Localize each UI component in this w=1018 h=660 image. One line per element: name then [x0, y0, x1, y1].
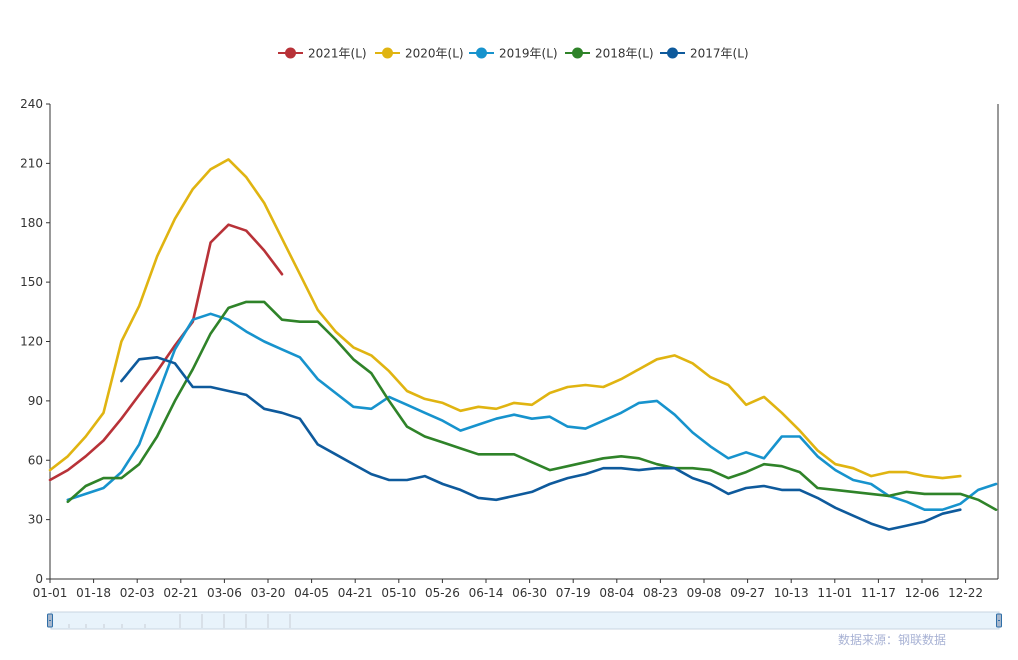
x-tick-label: 11-17 [861, 586, 896, 600]
x-tick-label: 05-26 [425, 586, 460, 600]
legend-marker [285, 47, 296, 59]
x-tick-label: 02-03 [120, 586, 155, 600]
x-tick-label: 06-14 [469, 586, 504, 600]
legend-item-2021[interactable]: 2021年(L) [278, 47, 367, 61]
series-line-2018[interactable] [66, 300, 998, 512]
x-tick-label: 03-06 [207, 586, 242, 600]
y-tick-label: 60 [28, 453, 43, 467]
legend-item-2020[interactable]: 2020年(L) [375, 47, 464, 61]
legend-marker [572, 47, 583, 59]
zoom-handle-right[interactable] [996, 613, 1002, 628]
legend-item-2018[interactable]: 2018年(L) [565, 47, 654, 61]
legend-marker [476, 47, 487, 59]
x-tick-label: 12-06 [905, 586, 940, 600]
x-tick-label: 08-23 [643, 586, 678, 600]
x-tick-label: 01-18 [76, 586, 111, 600]
y-tick-label: 210 [20, 156, 43, 170]
series-layer [48, 158, 998, 531]
y-tick-label: 180 [20, 216, 43, 230]
series-line-2021[interactable] [48, 223, 284, 482]
y-tick-label: 240 [20, 97, 43, 111]
legend-marker [667, 47, 678, 59]
legend-label: 2021年(L) [308, 47, 367, 61]
legend-label: 2017年(L) [690, 47, 749, 61]
axes: 0 30 60 90 120 150 180 210 240 01-01 01-18 02-03 02-… [20, 97, 999, 600]
y-tick-label: 0 [35, 572, 43, 586]
legend-label: 2020年(L) [405, 47, 464, 61]
data-source-label: 数据来源：钢联数据 [838, 632, 946, 647]
legend-label: 2018年(L) [595, 47, 654, 61]
zoom-handle-left[interactable] [47, 613, 53, 628]
y-tick-label: 30 [28, 513, 43, 527]
x-tick-label: 02-21 [163, 586, 198, 600]
series-line-2017[interactable] [120, 355, 962, 531]
legend-marker [382, 47, 393, 59]
zoom-slider-track[interactable] [50, 611, 1000, 630]
zoom-slider[interactable] [47, 611, 1002, 630]
x-tick-label: 12-22 [948, 586, 983, 600]
y-tick-label: 120 [20, 335, 43, 349]
series-line-2020[interactable] [48, 158, 962, 480]
x-tick-label: 10-13 [774, 586, 809, 600]
x-tick-label: 08-04 [599, 586, 634, 600]
legend-label: 2019年(L) [499, 47, 558, 61]
x-tick-label: 09-08 [687, 586, 722, 600]
y-tick-label: 150 [20, 275, 43, 289]
x-tick-label: 07-19 [556, 586, 591, 600]
x-tick-label: 11-01 [817, 586, 852, 600]
legend-item-2017[interactable]: 2017年(L) [660, 47, 749, 61]
x-tick-label: 05-10 [381, 586, 416, 600]
x-tick-label: 06-30 [512, 586, 547, 600]
y-tick-label: 90 [28, 394, 43, 408]
legend-item-2019[interactable]: 2019年(L) [469, 47, 558, 61]
x-tick-label: 01-01 [33, 586, 68, 600]
x-tick-label: 04-05 [294, 586, 329, 600]
x-tick-label: 09-27 [730, 586, 765, 600]
x-tick-label: 03-20 [251, 586, 286, 600]
legend[interactable]: 2021年(L) 2020年(L) 2019年(L) 2018年(L) 2017年(L) [278, 47, 749, 61]
x-tick-label: 04-21 [338, 586, 373, 600]
